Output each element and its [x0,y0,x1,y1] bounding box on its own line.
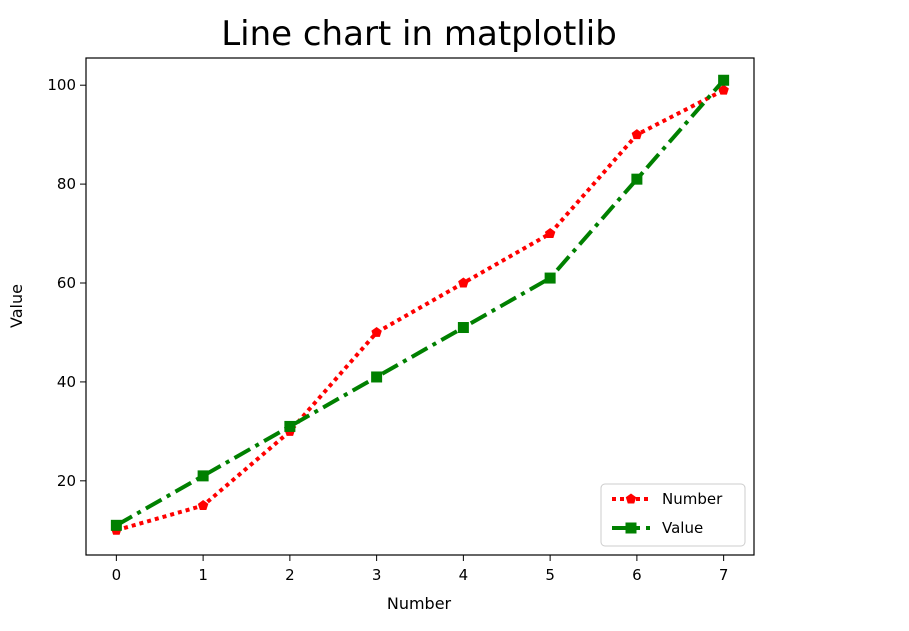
x-tick-label: 2 [285,566,295,584]
y-axis-label: Value [7,284,26,328]
data-point-number [458,277,469,288]
legend: Number Value [600,483,746,547]
x-tick-label: 1 [198,566,208,584]
legend-marker-number [625,493,637,504]
plot-frame [85,57,755,556]
y-tick-label: 100 [47,76,76,94]
legend-marker-value [625,522,637,534]
data-point-value [110,519,122,531]
legend-label-number: Number [662,490,723,508]
x-tick-label: 3 [372,566,382,584]
series-line-number [115,88,725,533]
y-tick-label: 80 [57,175,76,193]
data-point-number [544,228,556,239]
data-point-value [631,173,643,185]
x-tick-label: 7 [719,566,729,584]
x-tick-label: 0 [112,566,122,584]
y-tick-label: 60 [57,274,76,292]
y-tick-label: 40 [57,373,76,391]
x-axis: 0 1 2 3 4 5 6 7 [112,555,729,584]
data-point-number [197,500,209,510]
data-point-number [718,84,729,95]
y-axis: 20 40 60 80 100 [47,76,86,490]
legend-label-value: Value [662,519,703,537]
data-point-value [284,420,296,432]
x-tick-label: 6 [632,566,642,584]
x-axis-label: Number [387,594,452,613]
series-line-value [115,78,726,528]
data-point-number [631,129,643,140]
series-layer [110,74,730,535]
x-tick-label: 4 [459,566,469,584]
data-point-value [197,470,209,482]
data-point-number [371,326,382,337]
data-point-value [371,371,383,383]
chart-title: Line chart in matplotlib [221,14,617,54]
data-point-value [718,74,730,86]
data-point-value [544,272,556,284]
data-point-value [457,322,469,334]
y-tick-label: 20 [57,472,76,490]
x-tick-label: 5 [545,566,555,584]
